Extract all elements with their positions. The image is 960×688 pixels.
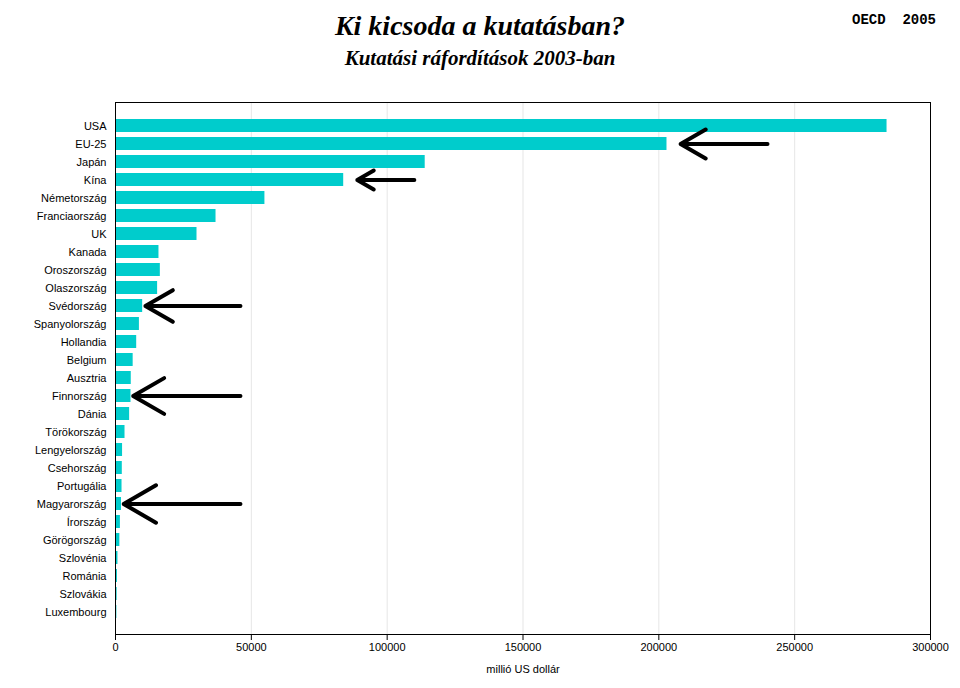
svg-text:300000: 300000 [912, 641, 949, 653]
svg-text:Olaszország: Olaszország [45, 282, 106, 294]
svg-text:Oroszország: Oroszország [44, 264, 106, 276]
svg-text:150000: 150000 [505, 641, 542, 653]
svg-text:Portugália: Portugália [57, 480, 107, 492]
svg-text:Ausztria: Ausztria [67, 372, 108, 384]
svg-text:Luxembourg: Luxembourg [45, 606, 106, 618]
svg-text:Hollandia: Hollandia [61, 336, 108, 348]
svg-text:Írország: Írország [67, 516, 107, 528]
svg-text:Spanyolország: Spanyolország [34, 318, 107, 330]
svg-text:Szlovénia: Szlovénia [59, 552, 108, 564]
svg-text:Japán: Japán [77, 156, 107, 168]
svg-text:Szlovákia: Szlovákia [59, 588, 107, 600]
svg-text:50000: 50000 [236, 641, 267, 653]
svg-text:200000: 200000 [640, 641, 677, 653]
svg-text:UK: UK [91, 228, 107, 240]
svg-text:Belgium: Belgium [67, 354, 107, 366]
svg-text:250000: 250000 [776, 641, 813, 653]
html-text:Kutatási ráfordítások 2003-ban: Kutatási ráfordítások 2003-ban [344, 46, 616, 70]
svg-text:USA: USA [84, 120, 107, 132]
svg-text:Görögország: Görögország [43, 534, 107, 546]
svg-text:Kína: Kína [84, 174, 108, 186]
svg-text:Törökország: Törökország [45, 426, 106, 438]
html-text:Ki kicsoda a kutatásban?: Ki kicsoda a kutatásban? [334, 10, 626, 41]
svg-text:Magyarország: Magyarország [37, 498, 107, 510]
svg-text:Németország: Németország [41, 192, 106, 204]
svg-text:Svédország: Svédország [48, 300, 106, 312]
svg-text:Csehország: Csehország [48, 462, 107, 474]
svg-text:Finnország: Finnország [52, 390, 106, 402]
svg-text:Lengyelország: Lengyelország [35, 444, 107, 456]
svg-text:millió US dollár: millió US dollár [486, 663, 560, 675]
svg-text:EU-25: EU-25 [75, 138, 106, 150]
svg-text:Dánia: Dánia [78, 408, 108, 420]
svg-text:0: 0 [112, 641, 118, 653]
svg-text:Kanada: Kanada [69, 246, 108, 258]
html-text:OECD 2005: OECD 2005 [852, 12, 936, 28]
svg-text:Franciaország: Franciaország [37, 210, 107, 222]
svg-text:Románia: Románia [62, 570, 107, 582]
svg-text:100000: 100000 [369, 641, 406, 653]
